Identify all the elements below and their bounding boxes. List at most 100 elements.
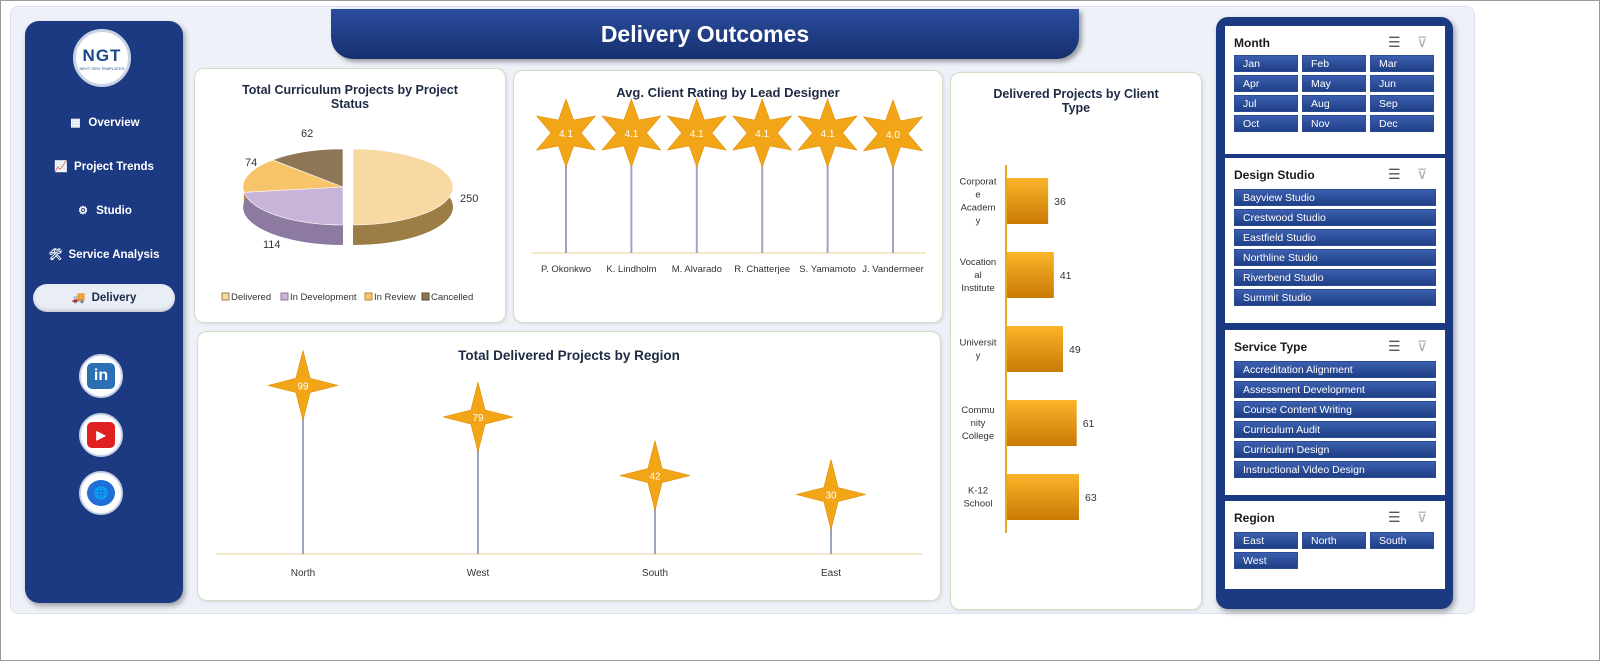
- slicer-item[interactable]: Feb: [1302, 55, 1366, 72]
- region-data-label: 30: [825, 491, 837, 502]
- logo-subtext: NEXT GEN TEMPLATES: [79, 65, 125, 71]
- website-globe-icon: 🌐: [87, 480, 115, 506]
- y-tick-label: Universit: [960, 338, 997, 349]
- pie-data-label: 250: [460, 193, 478, 205]
- slicer-item[interactable]: Dec: [1370, 115, 1434, 132]
- slicer-item[interactable]: Course Content Writing: [1234, 401, 1436, 418]
- slicer-item[interactable]: Accreditation Alignment: [1234, 361, 1436, 378]
- slicer-item[interactable]: Curriculum Design: [1234, 441, 1436, 458]
- multi-select-icon[interactable]: ☰: [1388, 338, 1401, 354]
- logo-text: NGT: [82, 45, 122, 65]
- region-star-marker: [619, 440, 691, 511]
- pie-slice-in-development: [243, 186, 344, 226]
- y-tick-label: K-12: [968, 486, 988, 497]
- y-tick-label: nity: [971, 418, 986, 429]
- y-tick-label: Commu: [961, 405, 994, 416]
- bar-data-label: 61: [1083, 418, 1095, 430]
- rating-data-label: 4.1: [559, 129, 573, 140]
- linkedin-button[interactable]: in: [79, 354, 123, 398]
- slicer-item[interactable]: Northline Studio: [1234, 249, 1436, 266]
- bar-chart-icon: ▦: [70, 117, 81, 129]
- chart-title: Delivered Projects by Client Type: [993, 87, 1159, 115]
- legend-entry: In Development: [290, 292, 357, 303]
- slicer-item[interactable]: Crestwood Studio: [1234, 209, 1436, 226]
- slicer-item[interactable]: Jan: [1234, 55, 1298, 72]
- clear-filter-icon[interactable]: ⊽: [1417, 34, 1428, 50]
- nav-item-overview[interactable]: ▦ Overview: [33, 109, 175, 137]
- y-tick-label: Corporat: [960, 177, 997, 188]
- trend-chart-icon: 📈: [54, 161, 68, 173]
- slicer-item[interactable]: Riverbend Studio: [1234, 269, 1436, 286]
- multi-select-icon[interactable]: ☰: [1388, 166, 1401, 182]
- youtube-button[interactable]: ▶: [79, 413, 123, 457]
- x-tick-label: East: [821, 568, 841, 579]
- nav-item-label: Delivery: [91, 292, 137, 304]
- slicer-panel: Month ☰ ⊽ Jan Feb Mar Apr May Jun Jul Aug Sep Oct Nov…: [1216, 17, 1453, 609]
- slicer-item[interactable]: West: [1234, 552, 1298, 569]
- slicer-item[interactable]: Curriculum Audit: [1234, 421, 1436, 438]
- region-data-label: 79: [472, 413, 484, 424]
- client-type-bar: [1007, 474, 1079, 520]
- slicer-item[interactable]: Summit Studio: [1234, 289, 1436, 306]
- design-studio-slicer: Design Studio ☰ ⊽ Bayview Studio Crestwood S…: [1225, 158, 1445, 323]
- slicer-item[interactable]: North: [1302, 532, 1366, 549]
- nav-item-delivery[interactable]: 🚚 Delivery: [33, 284, 175, 312]
- x-tick-label: J. Vandermeer: [862, 264, 924, 275]
- nav-item-studio[interactable]: ⚙ Studio: [33, 197, 175, 225]
- slicer-item[interactable]: Apr: [1234, 75, 1298, 92]
- slicer-item[interactable]: Bayview Studio: [1234, 189, 1436, 206]
- nav-item-label: Studio: [96, 205, 132, 217]
- rating-data-label: 4.1: [690, 129, 704, 140]
- bar-data-label: 36: [1054, 196, 1066, 208]
- slicer-item[interactable]: East: [1234, 532, 1298, 549]
- rating-data-label: 4.1: [624, 129, 638, 140]
- client-type-bar: [1007, 178, 1049, 224]
- x-tick-label: West: [467, 568, 490, 579]
- slicer-item[interactable]: Nov: [1302, 115, 1366, 132]
- region-slicer: Region ☰ ⊽ East North South West: [1225, 501, 1445, 589]
- client-type-bar: [1007, 252, 1054, 298]
- x-tick-label: P. Okonkwo: [541, 264, 591, 275]
- multi-select-icon[interactable]: ☰: [1388, 34, 1401, 50]
- rating-data-label: 4.0: [886, 130, 900, 141]
- legend-entry: Delivered: [231, 292, 271, 303]
- rating-star-marker: [535, 98, 597, 168]
- slicer-title: Region: [1234, 511, 1275, 525]
- slicer-item[interactable]: May: [1302, 75, 1366, 92]
- rating-star-marker: [862, 98, 924, 169]
- slicer-item[interactable]: Jun: [1370, 75, 1434, 92]
- clear-filter-icon[interactable]: ⊽: [1417, 338, 1428, 354]
- slicer-item[interactable]: Oct: [1234, 115, 1298, 132]
- slicer-item[interactable]: South: [1370, 532, 1434, 549]
- clear-filter-icon[interactable]: ⊽: [1417, 166, 1428, 182]
- slicer-item[interactable]: Jul: [1234, 95, 1298, 112]
- y-tick-label: y: [976, 351, 981, 362]
- slicer-item[interactable]: Sep: [1370, 95, 1434, 112]
- multi-select-icon[interactable]: ☰: [1388, 509, 1401, 525]
- nav-item-service-analysis[interactable]: 🛠 Service Analysis: [33, 241, 175, 269]
- title-banner: Delivery Outcomes: [331, 9, 1079, 59]
- slicer-item[interactable]: Assessment Development: [1234, 381, 1436, 398]
- tools-icon: 🛠: [48, 249, 63, 261]
- nav-item-project-trends[interactable]: 📈 Project Trends: [33, 153, 175, 181]
- rating-data-label: 4.1: [821, 129, 835, 140]
- slicer-item[interactable]: Aug: [1302, 95, 1366, 112]
- slicer-item[interactable]: Eastfield Studio: [1234, 229, 1436, 246]
- ngt-logo: NGT NEXT GEN TEMPLATES: [73, 29, 131, 87]
- chart-title: Total Delivered Projects by Region: [458, 348, 680, 363]
- pie-slice-cancelled: [271, 148, 344, 188]
- sidebar: NGT NEXT GEN TEMPLATES ▦ Overview 📈 Project…: [25, 21, 183, 603]
- legend-swatch: [364, 292, 373, 301]
- slicer-title: Service Type: [1234, 340, 1308, 354]
- slicer-item[interactable]: Instructional Video Design: [1234, 461, 1436, 478]
- slicer-item[interactable]: Mar: [1370, 55, 1434, 72]
- pie-chart: 250 114 74 62 Delivered In Development In Revi…: [221, 128, 478, 303]
- region-star-marker: [267, 350, 339, 421]
- clear-filter-icon[interactable]: ⊽: [1417, 509, 1428, 525]
- bar-data-label: 49: [1069, 344, 1081, 356]
- y-tick-label: School: [963, 499, 992, 510]
- rating-star-marker: [666, 98, 727, 168]
- bar-data-label: 63: [1085, 492, 1097, 504]
- website-globe-button[interactable]: 🌐: [79, 471, 123, 515]
- region-data-label: 99: [297, 381, 309, 392]
